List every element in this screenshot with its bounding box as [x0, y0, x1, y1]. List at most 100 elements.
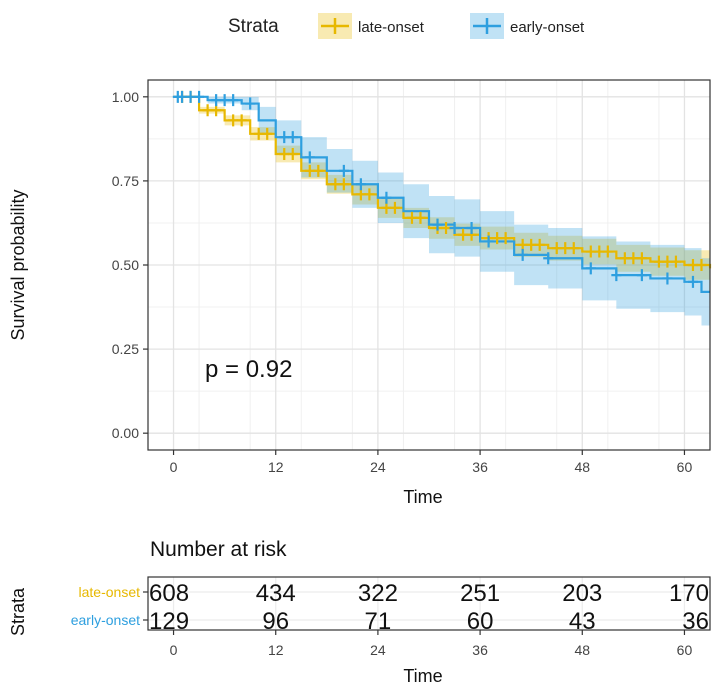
ci-band-early-onset [173, 96, 710, 326]
x-axis-label: Time [403, 487, 442, 507]
y-axis-label: Survival probability [8, 189, 28, 340]
censor-mark-late-onset [304, 164, 315, 177]
risk-row-label: early-onset [71, 612, 140, 628]
censor-mark-late-onset [492, 232, 503, 245]
risk-x-tick-label: 24 [370, 642, 386, 658]
risk-x-tick-label: 0 [170, 642, 178, 658]
censor-mark-late-onset [653, 255, 664, 268]
censor-mark-late-onset [696, 259, 707, 271]
risk-value: 129 [149, 608, 189, 635]
x-tick-label: 36 [472, 459, 488, 475]
legend-item-early-onset: early-onset [470, 13, 585, 39]
risk-value: 170 [669, 580, 709, 607]
censor-mark-early-onset [636, 269, 647, 282]
censor-mark-late-onset [670, 255, 681, 268]
risk-table-x-label: Time [403, 666, 442, 686]
censor-mark-late-onset [406, 211, 417, 224]
censor-mark-late-onset [287, 148, 298, 160]
x-tick-label: 0 [170, 459, 178, 475]
legend-label-early: early-onset [510, 19, 585, 36]
censor-mark-early-onset [219, 94, 230, 107]
y-tick-label: 0.00 [112, 425, 139, 441]
censor-mark-early-onset [245, 97, 256, 110]
censor-mark-late-onset [551, 242, 562, 255]
censor-mark-late-onset [236, 114, 247, 127]
censor-mark-late-onset [330, 178, 341, 191]
censor-mark-early-onset [355, 178, 366, 191]
x-tick-label: 48 [574, 459, 590, 475]
x-tick-label: 12 [268, 459, 284, 475]
censor-mark-late-onset [364, 188, 375, 201]
censor-mark-late-onset [389, 201, 400, 214]
risk-table-border [147, 576, 711, 631]
censor-mark-late-onset [687, 259, 698, 271]
censor-mark-late-onset [228, 114, 239, 127]
risk-value: 203 [562, 580, 602, 607]
censor-mark-early-onset [279, 131, 290, 144]
x-tick-label: 24 [370, 459, 386, 475]
x-tick-label: 60 [677, 459, 693, 475]
censor-mark-early-onset [543, 252, 554, 265]
censor-mark-late-onset [585, 245, 596, 258]
ci-band-late-onset [173, 96, 710, 284]
legend-item-late-onset: late-onset [318, 13, 425, 39]
censor-mark-late-onset [517, 238, 528, 251]
risk-row-label: late-onset [79, 584, 141, 600]
p-value-annotation: p = 0.92 [205, 356, 292, 383]
risk-value: 96 [262, 608, 289, 635]
risk-value: 608 [149, 580, 189, 607]
censor-mark-late-onset [211, 104, 222, 117]
censor-mark-late-onset [568, 242, 579, 255]
censor-mark-late-onset [313, 164, 324, 177]
y-tick-label: 0.25 [112, 341, 139, 357]
risk-value: 434 [256, 580, 296, 607]
risk-table: 0 12 24 36 48 60 late-onset 608 434 322 251 203 170 e… [71, 580, 709, 658]
censor-mark-early-onset [177, 90, 188, 103]
censor-mark-early-onset [449, 222, 460, 234]
risk-x-tick-label: 12 [268, 642, 284, 658]
censor-mark-early-onset [662, 272, 673, 285]
censor-marks [172, 90, 707, 288]
risk-value: 251 [460, 580, 500, 607]
risk-table-title: Number at risk [150, 538, 287, 561]
censor-mark-late-onset [415, 211, 426, 224]
censor-mark-early-onset [228, 94, 239, 107]
risk-value: 322 [358, 580, 398, 607]
censor-mark-late-onset [628, 252, 639, 265]
y-tick-label: 0.50 [112, 257, 139, 273]
y-tick-label: 0.75 [112, 173, 139, 189]
censor-mark-early-onset [194, 90, 205, 103]
censor-mark-early-onset [611, 269, 622, 282]
censor-mark-early-onset [185, 90, 196, 103]
confidence-bands [173, 96, 710, 326]
risk-table-y-label: Strata [8, 587, 28, 636]
censor-mark-late-onset [526, 238, 537, 251]
censor-mark-early-onset [432, 218, 443, 231]
axes: 0 12 24 36 48 60 0.00 0.25 0.50 0.75 1.00 [112, 89, 693, 475]
risk-table-grid [148, 577, 710, 630]
censor-mark-late-onset [662, 255, 673, 268]
censor-mark-early-onset [381, 191, 392, 204]
survival-curve-early-onset [173, 95, 710, 294]
censor-mark-late-onset [534, 238, 545, 251]
censor-mark-late-onset [441, 222, 452, 234]
risk-value: 43 [569, 608, 596, 635]
censor-mark-early-onset [585, 262, 596, 275]
censor-mark-late-onset [602, 245, 613, 258]
y-tick-label: 1.00 [112, 89, 139, 105]
risk-value: 71 [365, 608, 392, 635]
censor-mark-late-onset [560, 242, 571, 255]
censor-mark-late-onset [458, 228, 469, 241]
legend-title: Strata [228, 16, 279, 37]
censor-mark-early-onset [466, 222, 477, 234]
censor-mark-early-onset [483, 235, 494, 248]
censor-mark-early-onset [211, 94, 222, 107]
censor-mark-late-onset [381, 201, 392, 214]
censor-mark-late-onset [500, 232, 511, 245]
censor-mark-late-onset [619, 252, 630, 265]
risk-value: 60 [467, 608, 494, 635]
censor-mark-late-onset [355, 188, 366, 201]
censor-mark-late-onset [338, 178, 349, 191]
censor-mark-early-onset [687, 275, 698, 288]
